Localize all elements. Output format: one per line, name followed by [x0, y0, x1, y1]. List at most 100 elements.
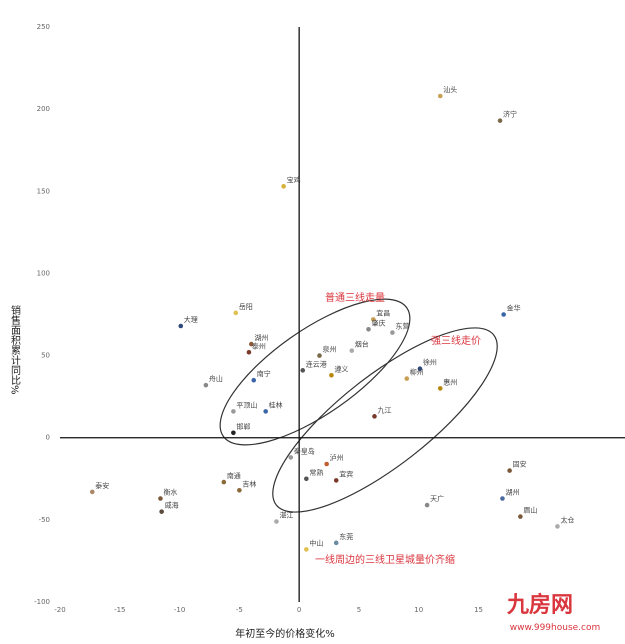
y-tick-label: 50	[41, 352, 50, 360]
y-axis-title: 销售面积累计同比%	[9, 304, 21, 395]
x-axis-title: 年初至今的价格变化%	[235, 627, 335, 640]
point	[404, 376, 410, 381]
point-label: 惠州	[443, 377, 457, 386]
point-label: 湛江	[279, 512, 293, 520]
x-tick-label: 10	[414, 606, 423, 614]
point	[507, 468, 512, 473]
point	[370, 317, 376, 322]
point-label: 泉州	[322, 345, 336, 354]
point-label: 九江	[377, 405, 391, 414]
y-tick-label: 200	[37, 105, 50, 113]
point	[178, 323, 184, 329]
point-label: 南宁	[257, 369, 271, 378]
point	[417, 366, 423, 372]
cluster-ellipse	[219, 298, 411, 446]
point	[437, 386, 443, 391]
cluster-ellipse	[272, 327, 498, 513]
point	[274, 519, 279, 524]
point	[366, 326, 371, 332]
point	[281, 184, 286, 189]
point	[159, 509, 164, 514]
point	[333, 540, 339, 546]
point-label: 柳州	[410, 368, 424, 377]
point	[231, 430, 236, 436]
y-tick-label: -100	[34, 598, 50, 606]
point-label: 徐州	[423, 358, 437, 367]
point	[555, 524, 560, 529]
annotation: 一线周边的三线卫星城量价齐缩	[315, 553, 455, 566]
point	[288, 455, 294, 460]
point-label: 济宁	[503, 110, 517, 119]
point	[221, 479, 227, 485]
point	[518, 514, 523, 519]
point-label: 湖州	[505, 488, 519, 497]
point	[263, 409, 268, 414]
point-label: 烟台	[355, 340, 369, 349]
point	[390, 330, 395, 335]
point-label: 大理	[184, 315, 198, 324]
y-tick-label: 0	[46, 434, 50, 442]
point	[231, 409, 236, 414]
point-label: 宜昌	[376, 308, 390, 317]
point-label: 南通	[227, 471, 241, 480]
point	[329, 372, 334, 378]
point-label: 汕头	[443, 85, 457, 94]
y-tick-label: 100	[37, 269, 50, 277]
watermark: www.999house.com	[510, 623, 601, 633]
point-label: 金华	[507, 304, 521, 313]
point	[203, 382, 209, 388]
point-label: 常熟	[309, 468, 323, 477]
point-label: 太仓	[560, 515, 574, 524]
point-label: 邯郸	[236, 422, 250, 431]
point	[317, 353, 322, 358]
point	[233, 310, 239, 316]
x-tick-label: -15	[114, 606, 125, 614]
point	[158, 496, 163, 501]
point-label: 固安	[513, 460, 527, 469]
y-tick-label: -50	[39, 516, 50, 524]
point-label: 衡水	[163, 488, 177, 497]
point-label: 宜宾	[339, 469, 353, 478]
point-label: 吉林	[242, 479, 256, 488]
x-tick-label: -5	[236, 606, 243, 614]
point-label: 威海	[165, 501, 179, 510]
point	[501, 312, 506, 317]
point	[497, 118, 503, 123]
x-tick-label: -20	[54, 606, 65, 614]
point-label: 泸州	[330, 453, 344, 462]
point	[89, 489, 95, 495]
point-label: 桂林	[269, 400, 283, 409]
point-label: 平顶山	[236, 400, 257, 409]
x-tick-label: -10	[174, 606, 185, 614]
point-label: 天广	[430, 494, 444, 503]
point	[333, 478, 339, 483]
point	[500, 496, 505, 501]
point	[237, 487, 242, 493]
point-label: 中山	[309, 538, 323, 547]
x-tick-label: 15	[474, 606, 483, 614]
point-label: 秦皇岛	[294, 446, 315, 455]
point-label: 东营	[395, 322, 409, 331]
point-label: 岳阳	[239, 302, 253, 311]
point	[437, 93, 443, 99]
y-tick-label: 250	[37, 23, 50, 31]
point-label: 湖州	[254, 333, 268, 342]
point	[372, 414, 377, 419]
point	[249, 341, 254, 347]
y-tick-label: 150	[37, 187, 50, 195]
x-tick-label: 5	[357, 606, 361, 614]
point	[424, 502, 430, 508]
point	[300, 368, 306, 373]
point	[304, 547, 309, 552]
point	[246, 349, 252, 355]
point-label: 眉山	[523, 506, 537, 515]
point	[349, 348, 355, 353]
annotation: 强三线走价	[431, 334, 481, 347]
point-label: 舟山	[209, 374, 223, 383]
point-label: 肇庆	[372, 318, 386, 327]
point-label: 泰州	[252, 341, 266, 350]
point	[251, 377, 257, 383]
point	[324, 461, 329, 467]
